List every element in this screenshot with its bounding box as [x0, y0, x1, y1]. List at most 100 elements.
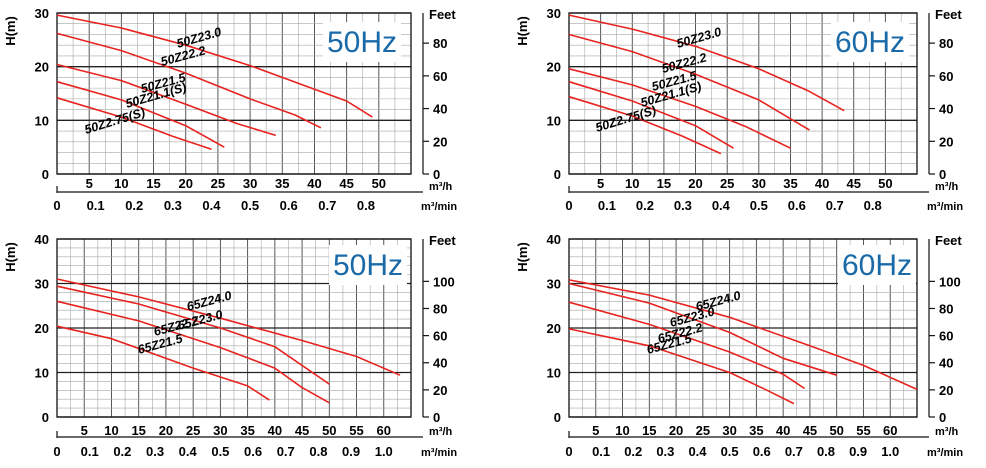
x2-tick-label: 0.4: [712, 198, 731, 213]
x1-tick-label: 35: [240, 423, 254, 438]
x2-tick-label: 0.8: [864, 198, 882, 213]
plot-frame: [56, 238, 412, 418]
x2-tick-label: 0.8: [817, 444, 835, 459]
feet-tick-label: 100: [939, 274, 961, 289]
feet-tick-label: 20: [939, 383, 953, 398]
x1-tick-label: 25: [720, 176, 734, 191]
curve-65Z22.2: [56, 300, 330, 404]
x1-tick-label: 15: [131, 423, 145, 438]
x2-tick-label: 0.3: [164, 198, 182, 213]
x1-tick-label: 60: [883, 423, 897, 438]
curve-50Z22.2: [56, 32, 322, 129]
feet-tick-label: 20: [939, 134, 953, 149]
feet-tick-label: 60: [939, 69, 953, 84]
y-tick-label: 20: [35, 60, 49, 75]
x2-tick-label: 0.8: [357, 198, 375, 213]
curve-50Z23.0: [56, 14, 373, 118]
x2-unit-label: m³/min: [927, 447, 963, 459]
x1-tick-label: 5: [86, 176, 93, 191]
x2-tick-label: 0.4: [179, 444, 198, 459]
curve-50Z22.2: [568, 33, 810, 131]
y-tick-label: 20: [547, 321, 561, 336]
feet-axis-label: Feet: [935, 233, 962, 248]
x2-tick-label: 0: [565, 444, 572, 459]
x1-tick-label: 25: [696, 423, 710, 438]
y-tick-label: 40: [547, 232, 561, 247]
curve-50Z2.75(S): [56, 97, 212, 151]
y-tick-label: 20: [35, 321, 49, 336]
x2-tick-label: 0.2: [624, 444, 642, 459]
plot-frame: [568, 12, 918, 175]
frequency-label-bg: [329, 245, 407, 285]
frequency-label-bg: [838, 245, 916, 285]
plot-frame: [56, 12, 412, 175]
x1-tick-label: 10: [114, 176, 128, 191]
y-tick-label: 10: [547, 366, 561, 381]
x2-tick-label: 0.9: [849, 444, 867, 459]
x1-tick-label: 40: [815, 176, 829, 191]
curve-50Z21.5: [568, 68, 791, 149]
x2-tick-label: 0: [565, 198, 572, 213]
x1-unit-label: m³/h: [935, 181, 959, 193]
x1-tick-label: 5: [81, 423, 88, 438]
y-axis-label: H(m): [515, 16, 530, 46]
x1-tick-label: 45: [295, 423, 309, 438]
x1-tick-label: 10: [625, 176, 639, 191]
x2-tick-label: 1.0: [881, 444, 899, 459]
y-tick-label: 20: [547, 60, 561, 75]
feet-tick-label: 40: [939, 356, 953, 371]
x2-tick-label: 0: [53, 444, 60, 459]
x1-tick-label: 25: [211, 176, 225, 191]
feet-tick-label: 0: [433, 410, 440, 425]
x2-tick-label: 0.6: [244, 444, 262, 459]
feet-tick-label: 20: [433, 134, 447, 149]
frequency-label: 50Hz: [327, 26, 397, 59]
y-tick-label: 30: [35, 6, 49, 21]
x2-tick-label: 0.2: [113, 444, 131, 459]
x1-tick-label: 55: [856, 423, 870, 438]
y-tick-label: 0: [554, 410, 561, 425]
y-tick-label: 0: [554, 167, 561, 182]
curve-65Z23.0: [568, 282, 837, 376]
x2-tick-label: 0.5: [241, 198, 259, 213]
feet-tick-label: 0: [433, 167, 440, 182]
x1-tick-label: 5: [597, 176, 604, 191]
y-tick-label: 30: [35, 277, 49, 292]
y-axis-label: H(m): [3, 16, 18, 46]
x1-tick-label: 30: [722, 423, 736, 438]
chart-panel-2: 0 10 20 30 H(m) Feet 0 20 40 60 80 5 10 15 20 25 30 35 40 4…: [515, 6, 963, 213]
x2-tick-label: 1.0: [375, 444, 393, 459]
x1-tick-label: 45: [846, 176, 860, 191]
x1-tick-label: 15: [657, 176, 671, 191]
x2-tick-label: 0.1: [87, 198, 105, 213]
frequency-label: 60Hz: [842, 249, 912, 282]
x1-tick-label: 20: [159, 423, 173, 438]
curve-65Z22.2: [568, 301, 806, 390]
x1-tick-label: 50: [878, 176, 892, 191]
feet-tick-label: 40: [939, 102, 953, 117]
x1-unit-label: m³/h: [935, 426, 959, 438]
curve-50Z21.5: [56, 63, 277, 137]
frequency-label-bg: [323, 22, 401, 62]
x2-tick-label: 0.1: [598, 198, 616, 213]
x1-tick-label: 60: [377, 423, 391, 438]
x1-tick-label: 30: [243, 176, 257, 191]
curve-65Z23.0: [56, 285, 330, 385]
feet-tick-label: 40: [433, 356, 447, 371]
x2-unit-label: m³/min: [421, 447, 457, 459]
x1-tick-label: 30: [752, 176, 766, 191]
x2-tick-label: 0.7: [277, 444, 295, 459]
x1-tick-label: 45: [803, 423, 817, 438]
feet-axis-label: Feet: [935, 7, 962, 22]
x2-tick-label: 0.9: [342, 444, 360, 459]
x1-tick-label: 20: [688, 176, 702, 191]
plot-frame: [568, 238, 918, 418]
x1-tick-label: 40: [307, 176, 321, 191]
chart-panel-1: 0 10 20 30 H(m) Feet 0 20 40 60 80 5 10 15 20 25 30 35 40 4…: [3, 6, 457, 213]
curve-65Z21.5: [56, 325, 270, 401]
chart-panel-4: 0 10 20 30 40 H(m) Feet 0 20 40 60 80 100 5 10 15 20 25 30…: [515, 232, 963, 459]
y-tick-label: 0: [42, 410, 49, 425]
x2-tick-label: 0.6: [753, 444, 771, 459]
x2-unit-label: m³/min: [927, 201, 963, 213]
